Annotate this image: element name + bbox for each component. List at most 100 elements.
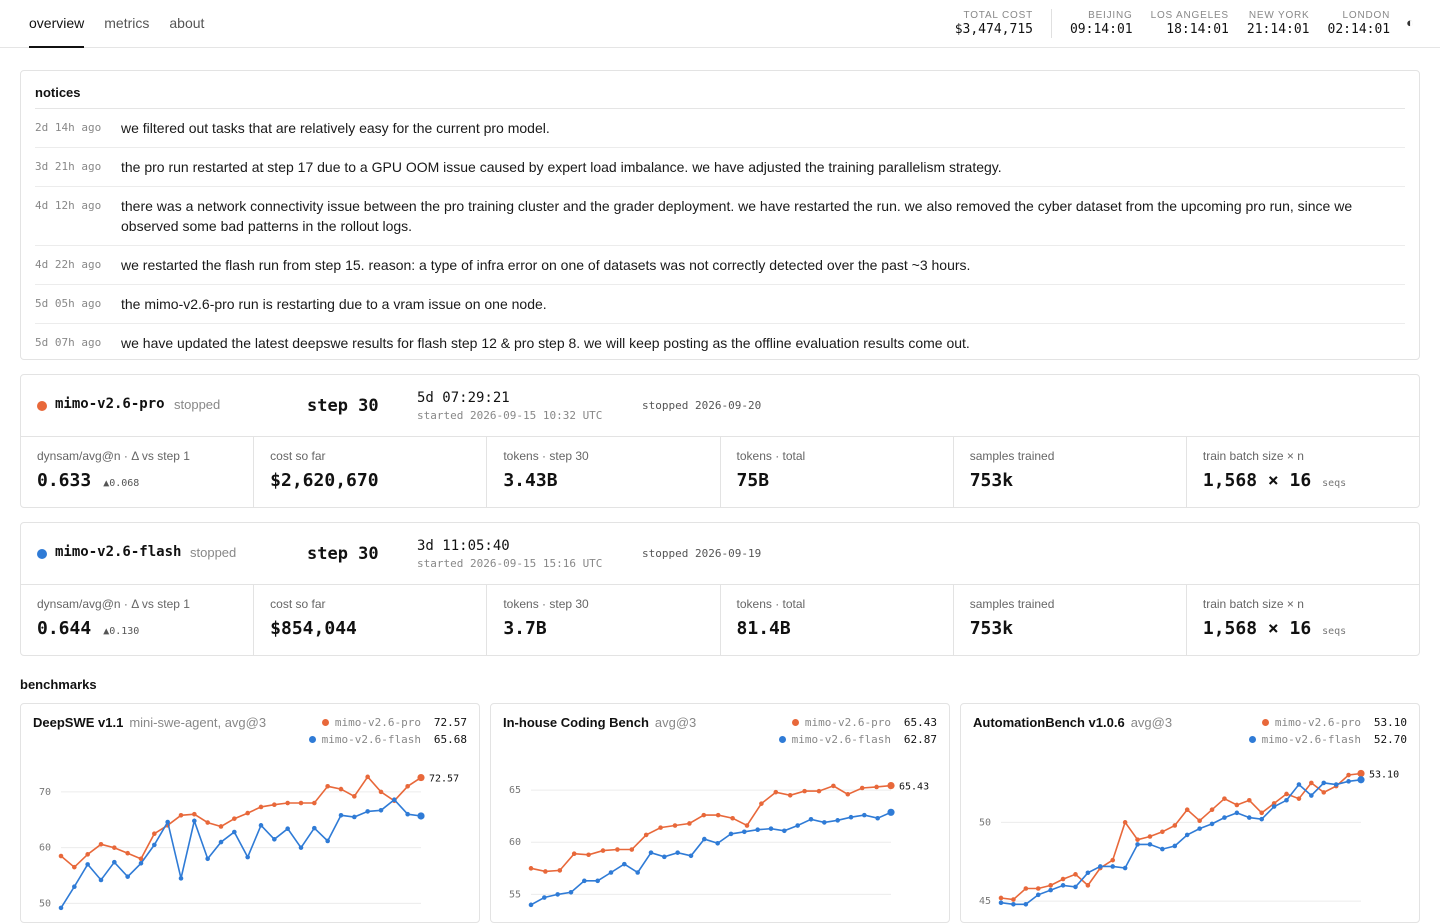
chart-plot: 55 60 65 65.43: [509, 782, 929, 908]
benchmarks-title: benchmarks: [20, 677, 97, 692]
data-point: [298, 845, 304, 850]
metric-value: $854,044: [270, 618, 357, 639]
clock-los-angeles: LOS ANGELES 18:14:01: [1151, 9, 1229, 38]
benchmark-title: AutomationBench v1.0.6 avg@3: [973, 715, 1172, 730]
data-point: [662, 854, 667, 860]
benchmark-card-deepswe: DeepSWE v1.1 mini-swe-agent, avg@3 mimo-v…: [20, 703, 480, 923]
metric-samples: samples trained 753k: [954, 437, 1187, 508]
y-tick-label: 70: [39, 787, 51, 798]
data-point: [528, 866, 534, 871]
data-point: [787, 792, 793, 798]
metric-dynsam: dynsam/avg@n · Δ vs step 1 0.633 ▲0.068: [21, 437, 255, 508]
y-tick-label: 60: [509, 837, 521, 848]
metric-number: 1,568 × 16: [1202, 470, 1312, 491]
notice-age: 5d 07h ago: [35, 336, 102, 349]
benchmark-name: In-house Coding Bench: [503, 715, 649, 730]
data-point: [152, 842, 157, 848]
metric-label: tokens · total: [736, 597, 806, 611]
data-point: [875, 815, 880, 821]
run-step: step 30: [307, 396, 379, 416]
data-point: [1271, 804, 1277, 809]
data-point: [405, 784, 410, 789]
series-line-flash: [1000, 779, 1362, 906]
clock-value: 21:14:01: [1246, 22, 1310, 37]
metric-value: 0.644 ▲0.130: [37, 618, 237, 639]
data-point: [312, 825, 317, 831]
run-metrics: dynsam/avg@n · Δ vs step 1 0.644 ▲0.130 c…: [21, 585, 1419, 656]
data-point: [365, 774, 370, 780]
chart-plot: 50 60 70 72.57: [39, 774, 459, 911]
data-point: [874, 784, 879, 790]
data-point: [1147, 842, 1153, 847]
notice-text: the mimo-v2.6-pro run is restarting due …: [121, 296, 547, 312]
metric-label: train batch size × n: [1202, 597, 1304, 611]
series-line-pro: [1000, 772, 1362, 901]
data-point: [272, 836, 277, 842]
data-point: [352, 814, 357, 820]
end-value-label: 53.10: [1369, 769, 1399, 780]
data-point: [298, 800, 304, 806]
run-duration: 5d 07:29:21: [417, 390, 510, 406]
clock-label: BEIJING: [1088, 10, 1133, 21]
status-dot-icon: [37, 549, 47, 559]
data-point: [702, 836, 707, 842]
data-point: [742, 829, 747, 835]
tab-about[interactable]: about: [169, 15, 205, 31]
metric-label: cost so far: [270, 597, 326, 611]
benchmark-card-automationbench: AutomationBench v1.0.6 avg@3 mimo-v2.6-pr…: [960, 703, 1420, 923]
data-point: [831, 783, 836, 789]
data-point: [178, 876, 184, 881]
notice-text: we have updated the latest deepswe resul…: [121, 335, 970, 351]
metric-tokens-step: tokens · step 30 3.43B: [487, 437, 721, 508]
data-point: [72, 864, 77, 870]
data-point: [1296, 796, 1302, 801]
data-point: [165, 819, 170, 825]
data-point: [1135, 842, 1140, 847]
data-point: [325, 784, 330, 789]
data-point: [1246, 797, 1252, 803]
legend-value: 72.57: [433, 716, 467, 729]
theme-toggle-icon[interactable]: ◐: [1406, 15, 1414, 30]
tab-overview[interactable]: overview: [29, 0, 85, 48]
metric-cost: cost so far $854,044: [254, 585, 488, 656]
data-point: [1060, 876, 1066, 882]
legend-entry-flash: mimo-v2.6-flash 62.87: [778, 731, 937, 748]
data-point: [808, 816, 814, 822]
data-point: [1135, 837, 1140, 842]
metric-unit: seqs: [1322, 478, 1347, 489]
notice-age: 2d 14h ago: [35, 121, 102, 134]
legend-value: 62.87: [903, 733, 937, 746]
tab-metrics[interactable]: metrics: [104, 15, 150, 31]
data-point: [1357, 769, 1365, 778]
data-point: [1321, 790, 1327, 795]
metric-label: train batch size × n: [1202, 449, 1304, 463]
data-point: [571, 851, 577, 857]
data-point: [125, 874, 130, 879]
data-point: [1346, 772, 1351, 778]
clock-value: 18:14:01: [1166, 22, 1229, 37]
data-point: [1147, 834, 1153, 839]
data-point: [1346, 779, 1351, 784]
run-metrics: dynsam/avg@n · Δ vs step 1 0.633 ▲0.068 c…: [21, 437, 1419, 508]
clock-label: LONDON: [1342, 10, 1391, 21]
data-point: [205, 856, 210, 862]
data-point: [1197, 818, 1202, 824]
data-point: [859, 785, 865, 791]
metric-samples: samples trained 753k: [954, 585, 1187, 656]
data-point: [272, 802, 277, 808]
data-point: [1023, 886, 1029, 891]
metric-label: tokens · total: [736, 449, 806, 463]
nav-tabs: overview metrics about: [29, 0, 204, 48]
data-point: [138, 860, 144, 866]
metric-value: 75B: [736, 470, 770, 491]
data-point: [715, 812, 721, 818]
data-point: [998, 895, 1004, 901]
data-point: [1222, 815, 1227, 820]
notice-age: 5d 05h ago: [35, 297, 102, 310]
data-point: [1284, 791, 1289, 797]
data-point: [1259, 816, 1264, 822]
data-point: [730, 815, 735, 821]
metric-label: samples trained: [969, 597, 1055, 611]
data-point: [542, 895, 547, 900]
clock-new-york: NEW YORK 21:14:01: [1247, 9, 1310, 38]
